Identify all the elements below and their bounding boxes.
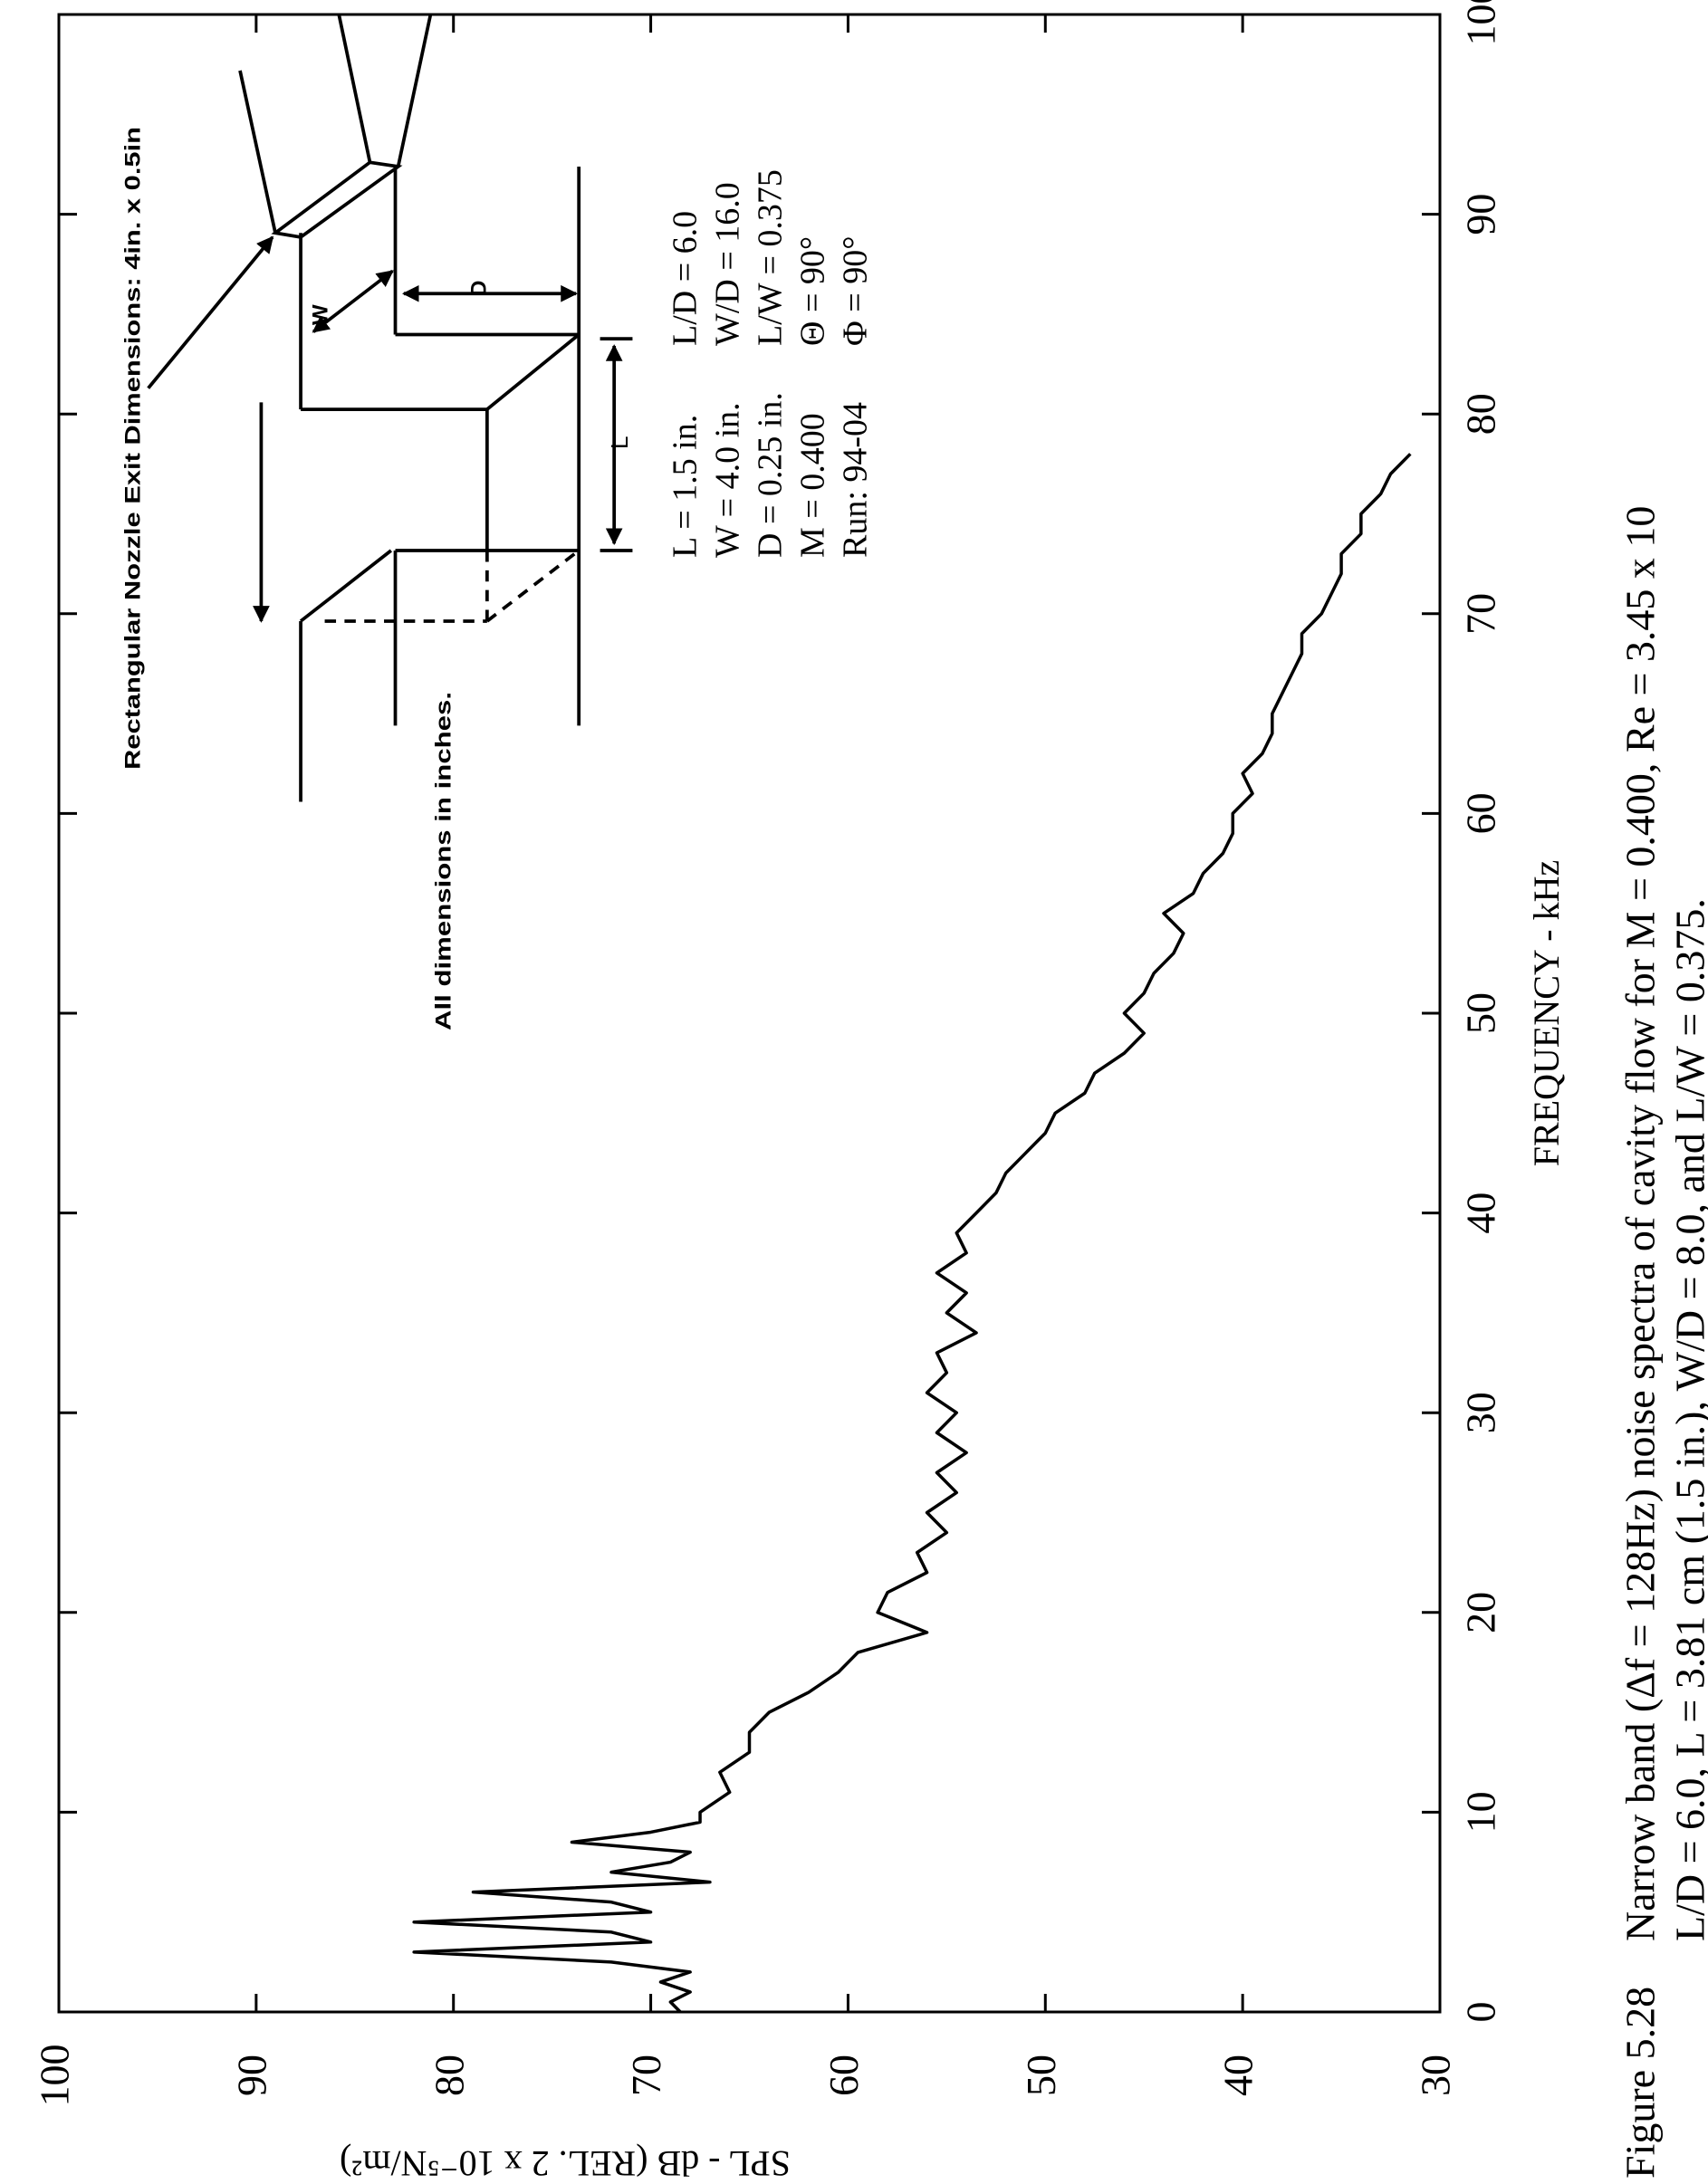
parameter: W/D = 16.0 (709, 182, 747, 346)
dimension-note: All dimensions in inches. (431, 692, 456, 1030)
dim-label: W (308, 304, 332, 325)
x-tick-label: 30 (1458, 1392, 1504, 1433)
x-tick-label: 100 (1458, 0, 1504, 46)
x-tick-label: 40 (1458, 1193, 1504, 1234)
dim-label: L (606, 436, 633, 449)
rotated-figure: FREQUENCY - kHz Figure 5.28 Narrow band … (32, 0, 1708, 2179)
x-tick-label: 10 (1458, 1791, 1504, 1833)
caption-line: L/D = 6.0, L = 3.81 cm (1.5 in.), W/D = … (1667, 898, 1708, 1941)
parameter: L/W = 0.375 (752, 169, 790, 346)
x-tick-label: 20 (1458, 1592, 1504, 1633)
parameter: M = 0.400 (794, 413, 832, 558)
figure-label: Figure 5.28 (1617, 1987, 1664, 2179)
y-axis-label: SPL - dB (REL. 2 x 10⁻⁵N/m²) (340, 2143, 791, 2184)
y-tick-label: 90 (228, 2055, 274, 2096)
plot-frame (57, 13, 1442, 2014)
y-tick-label: 30 (1413, 2055, 1459, 2096)
spectrum-line (412, 453, 1412, 2014)
parameter: L = 1.5 in. (667, 415, 705, 558)
x-tick-label: 50 (1458, 992, 1504, 1034)
x-tick-label: 70 (1458, 593, 1504, 635)
parameter: Φ = 90° (837, 236, 875, 346)
parameter: L/D = 6.0 (667, 211, 705, 346)
parameter: W = 4.0 in. (709, 402, 747, 558)
y-tick-label: 80 (426, 2055, 472, 2096)
x-tick-label: 80 (1458, 393, 1504, 435)
x-tick-label: 60 (1458, 792, 1504, 834)
y-tick-label: 70 (623, 2055, 669, 2096)
caption-line: Narrow band (Δf = 128Hz) noise spectra o… (1617, 506, 1664, 1941)
nozzle-note: Rectangular Nozzle Exit Dimensions: 4in.… (120, 127, 145, 770)
x-tick-label: 0 (1458, 2002, 1504, 2023)
parameter: Run: 94-04 (837, 402, 875, 558)
cavity-diagram (147, 14, 633, 802)
y-tick-label: 100 (32, 2045, 78, 2107)
y-tick-label: 40 (1215, 2055, 1262, 2096)
x-tick-label: 90 (1458, 194, 1504, 235)
parameter: Θ = 90° (794, 236, 832, 346)
parameter: D = 0.25 in. (752, 392, 790, 558)
x-axis-label: FREQUENCY - kHz (1526, 860, 1567, 1167)
y-tick-label: 50 (1018, 2055, 1064, 2096)
y-tick-label: 60 (820, 2055, 867, 2096)
